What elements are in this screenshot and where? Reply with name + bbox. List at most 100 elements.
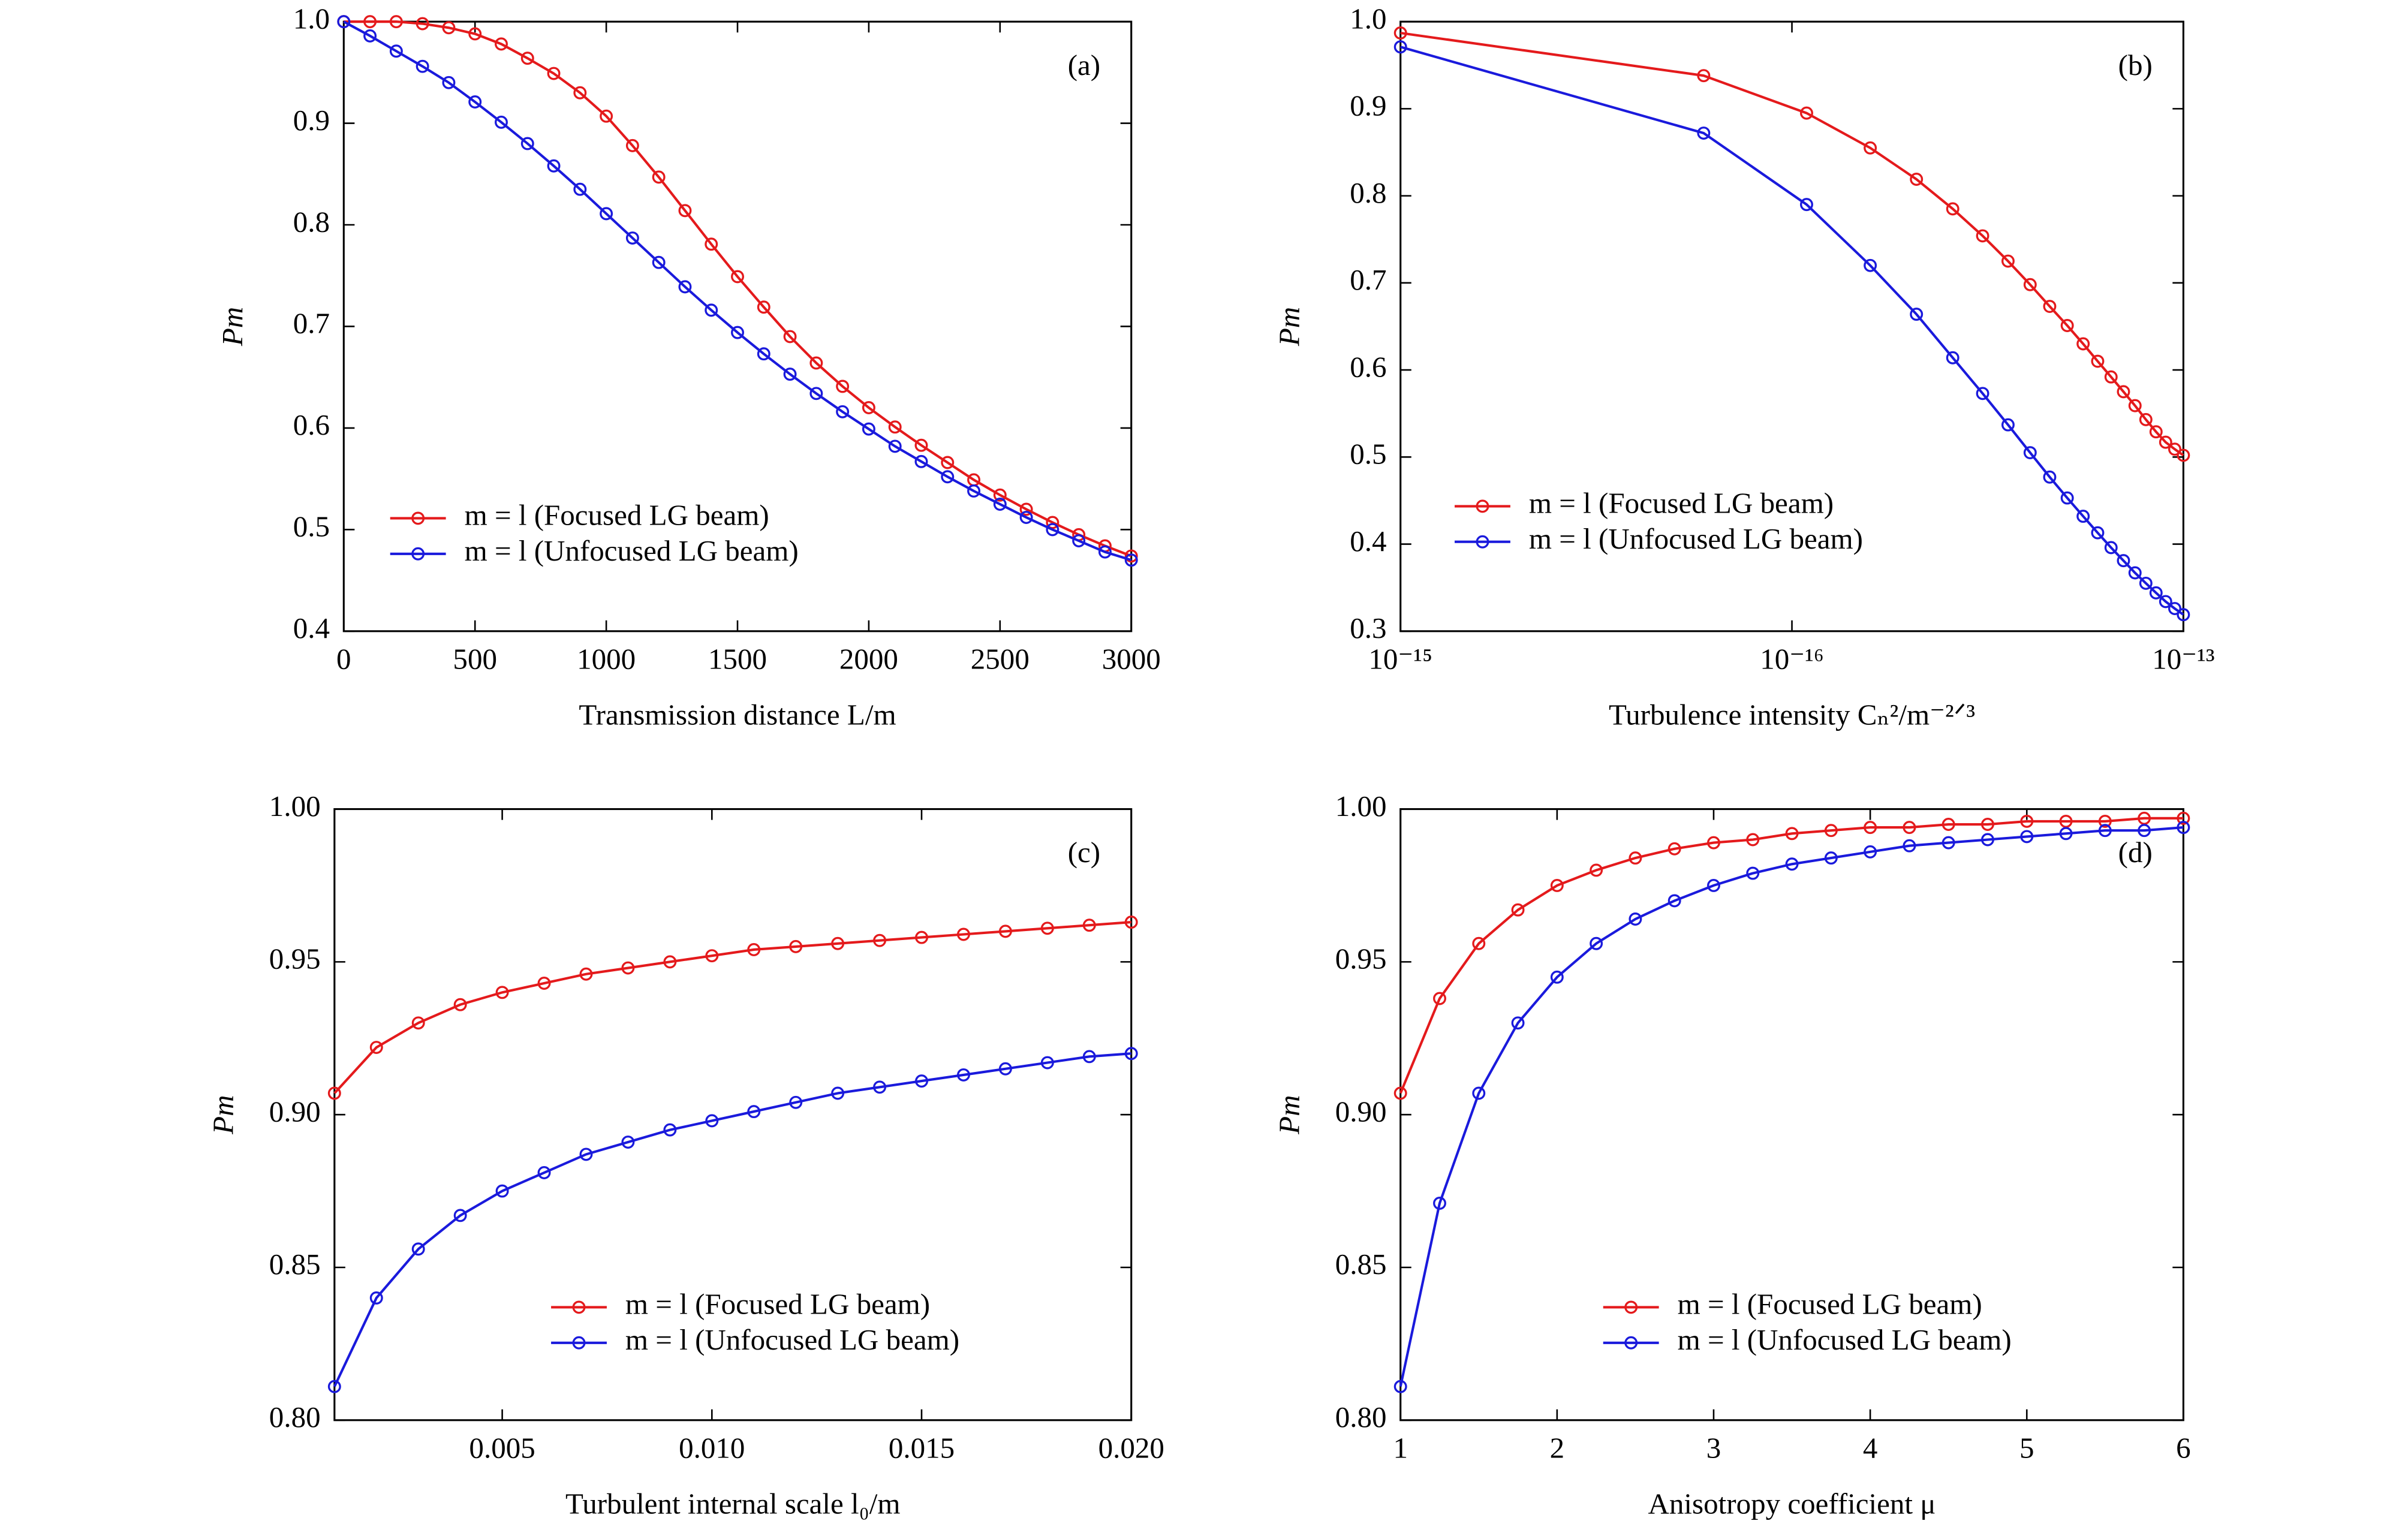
data-point: [1864, 821, 1877, 835]
data-point: [888, 420, 902, 434]
data-point: [1980, 833, 1994, 847]
data-point: [1472, 936, 1486, 950]
y-tick-label: 0.9: [293, 104, 330, 137]
data-point: [579, 967, 593, 981]
x-tick-label: 4: [1863, 1432, 1878, 1465]
series-line: [1399, 826, 2184, 1387]
data-point: [1433, 1196, 1446, 1210]
data-point: [2117, 554, 2130, 568]
data-point: [389, 15, 403, 29]
y-tick-label: 0.4: [293, 612, 330, 644]
data-point: [862, 401, 875, 414]
data-point: [1124, 549, 1138, 563]
data-point: [1864, 258, 1877, 272]
data-point: [2117, 385, 2130, 399]
legend-marker: [1624, 1300, 1638, 1314]
data-point: [862, 422, 875, 436]
y-tick-label: 0.95: [1335, 942, 1387, 975]
y-tick-label: 0.85: [269, 1248, 321, 1281]
data-point: [836, 405, 850, 418]
data-point: [625, 231, 639, 245]
data-point: [2059, 814, 2073, 828]
y-tick-label: 0.90: [1335, 1095, 1387, 1128]
legend-marker: [411, 547, 425, 561]
legend-label: m = l (Unfocused LG beam): [465, 534, 799, 567]
data-point: [1124, 1047, 1138, 1061]
data-point: [1393, 1086, 1407, 1100]
legend-marker: [411, 511, 425, 525]
data-point: [1046, 516, 1059, 529]
x-axis-label: Anisotropy coefficient μ: [1648, 1487, 1936, 1520]
data-point: [2104, 541, 2118, 555]
data-point: [956, 1068, 970, 1082]
data-point: [1590, 863, 1603, 877]
data-point: [2059, 827, 2073, 841]
x-tick-label: 2000: [839, 643, 898, 676]
data-point: [327, 1380, 341, 1393]
data-point: [757, 300, 770, 314]
data-point: [2023, 278, 2037, 291]
data-point: [2139, 576, 2153, 590]
data-point: [956, 927, 970, 941]
y-tick-label: 1.00: [269, 790, 321, 823]
legend-marker: [572, 1336, 586, 1350]
data-point: [789, 939, 803, 953]
data-point: [2104, 370, 2118, 384]
data-point: [495, 115, 508, 129]
y-axis-label: Pm: [216, 307, 249, 347]
data-point: [705, 237, 718, 251]
data-point: [678, 280, 692, 294]
data-point: [363, 15, 377, 29]
data-point: [2168, 442, 2181, 456]
data-point: [1040, 1056, 1054, 1070]
data-point: [1472, 1086, 1486, 1100]
data-point: [2168, 602, 2181, 616]
data-point: [537, 977, 551, 990]
data-point: [369, 1291, 383, 1305]
data-point: [1976, 229, 1989, 243]
y-tick-label: 0.8: [293, 205, 330, 238]
data-point: [621, 1136, 635, 1149]
data-point: [967, 484, 981, 498]
panel-label: (b): [2118, 49, 2153, 82]
data-point: [1098, 545, 1112, 559]
data-point: [873, 1080, 887, 1094]
data-point: [1746, 866, 1760, 880]
data-point: [1433, 992, 1446, 1005]
data-point: [600, 207, 613, 221]
data-point: [652, 170, 666, 184]
legend-label: m = l (Focused LG beam): [1678, 1288, 1982, 1321]
x-tick-label: 0.005: [469, 1432, 535, 1465]
data-point: [453, 998, 467, 1011]
data-point: [757, 347, 770, 361]
data-point: [998, 924, 1012, 938]
data-point: [363, 29, 377, 43]
data-point: [1667, 894, 1681, 908]
data-point: [809, 387, 823, 400]
x-tick-label: 0: [336, 643, 351, 676]
data-point: [993, 488, 1007, 502]
data-point: [2138, 811, 2151, 825]
x-tick-label: 1500: [708, 643, 767, 676]
data-point: [327, 1086, 341, 1100]
data-point: [1082, 1050, 1096, 1064]
data-point: [2043, 470, 2057, 484]
x-axis-label: Transmission distance L/m: [579, 698, 896, 731]
data-point: [2043, 300, 2057, 314]
data-point: [1082, 918, 1096, 932]
y-tick-label: 0.8: [1350, 176, 1386, 209]
data-point: [731, 270, 744, 284]
y-axis-label: Pm: [1272, 1095, 1305, 1134]
data-point: [783, 368, 797, 381]
panel-label: (a): [1068, 49, 1100, 82]
y-tick-label: 0.4: [1350, 525, 1386, 558]
data-point: [2139, 412, 2153, 426]
data-point: [1697, 127, 1711, 140]
y-tick-label: 0.6: [1350, 350, 1386, 383]
data-point: [520, 137, 534, 150]
data-point: [993, 498, 1007, 511]
data-point: [1393, 26, 1407, 40]
y-tick-label: 0.6: [293, 408, 330, 441]
data-point: [1946, 202, 1959, 216]
data-point: [2060, 319, 2074, 332]
